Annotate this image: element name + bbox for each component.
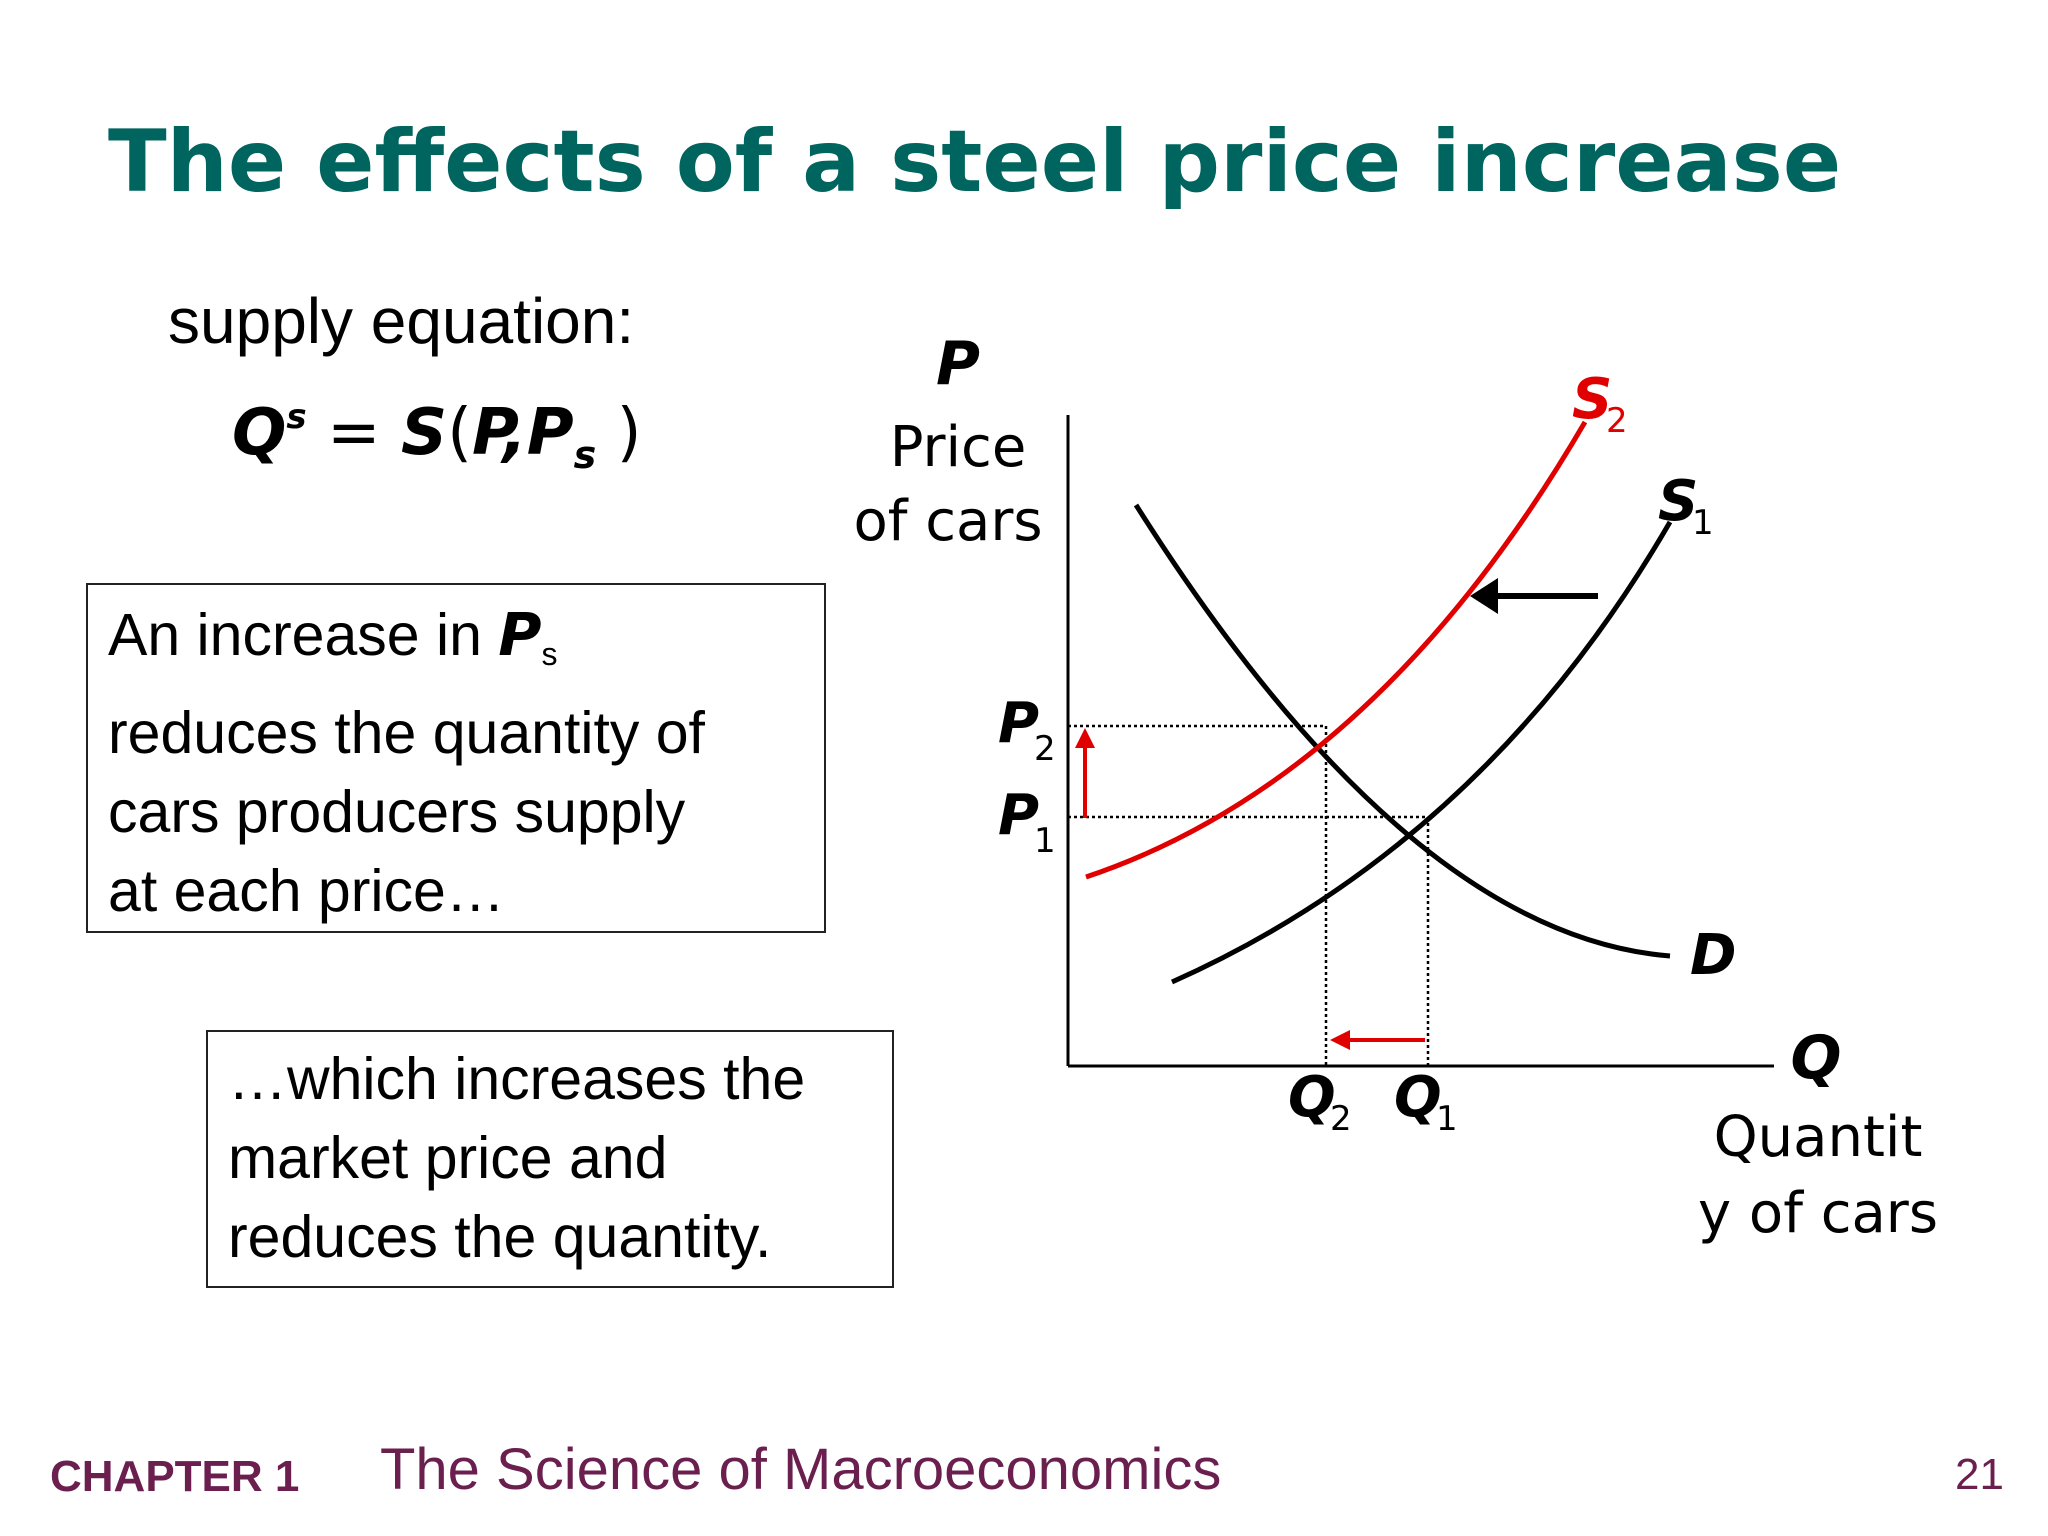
s2-label-sub: 2	[1606, 401, 1628, 441]
explanation-box-supply: An increase in Ps reduces the quantity o…	[86, 583, 826, 933]
box2-line1: …which increases the	[228, 1046, 806, 1112]
supply-equation: Qs = S(P,Ps )	[232, 396, 642, 477]
q2-label: Q	[1288, 1065, 1336, 1130]
x-axis-label-line1: Quantit	[1714, 1105, 1923, 1170]
eq-p: P	[472, 396, 503, 470]
eq-close-paren: )	[596, 396, 642, 470]
p1-label: P	[998, 783, 1039, 848]
box2-line2: market price and	[228, 1125, 668, 1191]
q1-label: Q	[1394, 1065, 1442, 1130]
y-axis-label-line2: of cars	[853, 489, 1042, 554]
eq-equals: =	[306, 396, 401, 470]
box1-line1: An increase in Ps	[108, 595, 806, 694]
q1-label-sub: 1	[1436, 1099, 1458, 1139]
quantity-fall-arrowhead	[1330, 1030, 1350, 1050]
box2-line3: reduces the quantity.	[228, 1204, 772, 1270]
eq-open-paren: (	[447, 396, 473, 470]
supply-curve-s1	[1170, 520, 1673, 985]
p2-label: P	[998, 691, 1039, 756]
price-rise-arrowhead	[1075, 728, 1095, 748]
eq-ps: P	[526, 396, 574, 470]
y-axis-label-line1: Price	[890, 415, 1027, 480]
p2-label-sub: 2	[1034, 729, 1056, 769]
p1-label-sub: 1	[1034, 821, 1056, 861]
demand-curve	[1133, 503, 1671, 959]
eq-q-sup: s	[286, 397, 307, 437]
eq-func: S	[400, 396, 448, 470]
box1-line3: cars producers supply	[108, 779, 686, 845]
eq-comma: ,	[502, 396, 527, 470]
box1-line2: reduces the quantity of	[108, 700, 705, 766]
box1-var: P	[498, 600, 542, 669]
supply-curve-s2	[1085, 420, 1588, 880]
d-label: D	[1690, 923, 1736, 988]
explanation-box-market: …which increases the market price and re…	[206, 1030, 894, 1288]
s1-label: S	[1658, 469, 1698, 534]
s1-label-sub: 1	[1692, 503, 1714, 543]
box1-line1-text: An increase in	[108, 602, 499, 668]
slide-title: The effects of a steel price increase	[108, 112, 1842, 212]
page-number: 21	[1955, 1450, 2004, 1499]
s2-label: S	[1572, 367, 1612, 432]
footer-chapter: CHAPTER 1	[50, 1452, 300, 1501]
eq-q: Q	[232, 396, 287, 470]
supply-shift-arrowhead	[1470, 578, 1498, 614]
q2-label-sub: 2	[1330, 1099, 1352, 1139]
box1-line4: at each price…	[108, 858, 505, 924]
supply-equation-label: supply equation:	[168, 285, 635, 357]
x-axis-symbol: Q	[1790, 1023, 1841, 1093]
eq-ps-sub: s	[573, 433, 597, 477]
x-axis-label-line2: y of cars	[1698, 1181, 1938, 1246]
footer-subject: The Science of Macroeconomics	[380, 1437, 1222, 1502]
y-axis-symbol: P	[936, 329, 980, 399]
box1-var-sub: s	[541, 636, 558, 672]
